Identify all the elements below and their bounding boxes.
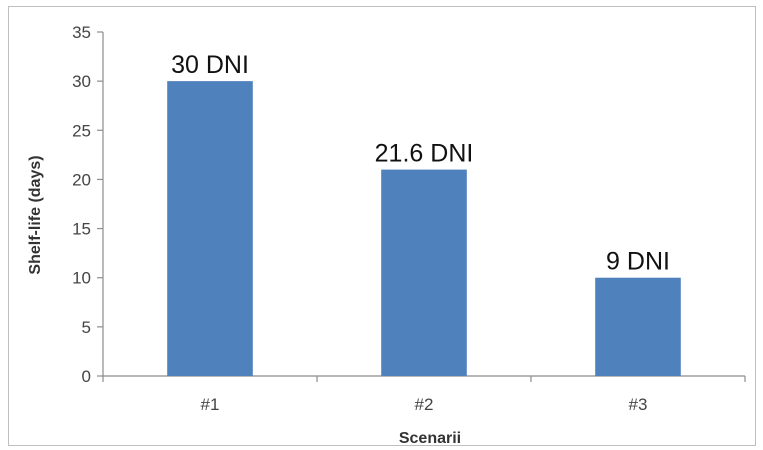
y-tick-label: 15 [72,220,91,239]
y-tick-label: 30 [72,72,91,91]
x-tick-label: #1 [201,395,220,414]
y-tick-label: 0 [82,367,91,386]
bar [167,81,253,377]
data-label: 30 DNI [171,51,249,79]
y-axis: 0 5 10 15 20 25 30 35 [72,23,104,386]
bar [595,277,681,376]
y-tick-label: 20 [72,170,91,189]
y-tick-label: 5 [82,318,91,337]
x-axis-title: Scenarii [399,430,461,447]
data-label: 21.6 DNI [375,140,474,168]
bar [381,169,467,376]
bars [167,81,681,377]
y-tick-label: 35 [72,23,91,42]
data-label: 9 DNI [606,248,670,276]
y-axis-title: Shelf-life (days) [27,155,44,274]
x-tick-label: #2 [415,395,434,414]
x-tick-label: #3 [629,395,648,414]
y-tick-label: 10 [72,269,91,288]
x-axis: #1 #2 #3 [102,375,746,414]
y-tick-label: 25 [72,121,91,140]
data-labels: 30 DNI 21.6 DNI 9 DNI [171,51,670,276]
